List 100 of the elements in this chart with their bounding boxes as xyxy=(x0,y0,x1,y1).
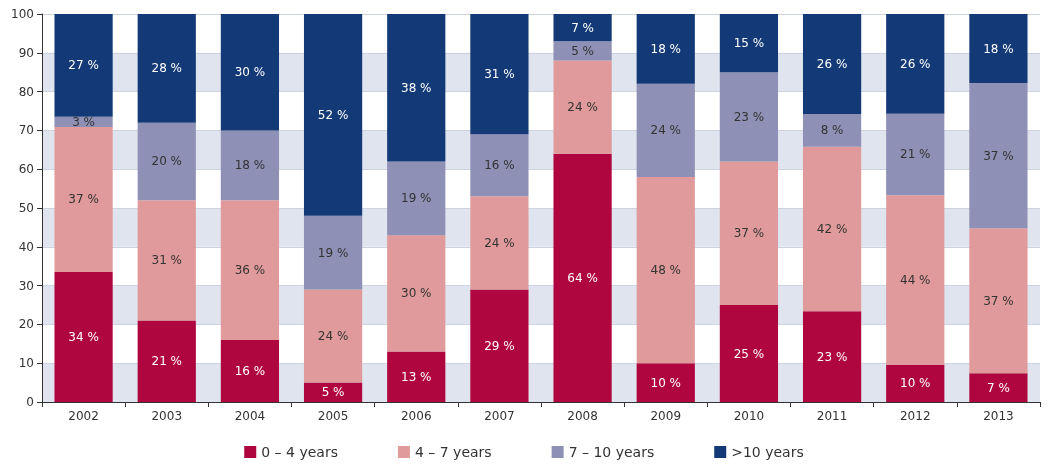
data-label: 26 % xyxy=(816,57,848,72)
bar xyxy=(220,14,280,131)
y-tick-label: 0 xyxy=(26,395,34,409)
data-label: 44 % xyxy=(900,272,931,287)
data-label: 42 % xyxy=(816,221,848,236)
bar xyxy=(220,200,280,340)
data-label: 8 % xyxy=(820,123,844,138)
x-tick-label: 2004 xyxy=(234,409,266,423)
bar xyxy=(387,161,446,236)
x-tick-label: 2005 xyxy=(317,409,349,423)
bar xyxy=(553,14,612,42)
bar xyxy=(470,134,529,197)
data-label: 25 % xyxy=(733,346,765,361)
bar xyxy=(303,289,363,383)
y-tick-label: 90 xyxy=(18,45,34,60)
data-label: 29 % xyxy=(484,338,515,353)
bar xyxy=(886,364,945,402)
data-label: 24 % xyxy=(317,329,349,344)
data-label: 37 % xyxy=(983,148,1014,163)
x-tick-label: 2013 xyxy=(983,409,1014,423)
bar xyxy=(387,14,446,162)
data-label: 5 % xyxy=(571,43,595,58)
legend-label: >10 years xyxy=(731,444,804,460)
bar xyxy=(220,130,280,201)
bar xyxy=(719,161,779,305)
y-tick-label: 50 xyxy=(18,201,34,215)
bar xyxy=(54,126,113,273)
data-label: 7 % xyxy=(986,380,1010,395)
bar xyxy=(969,373,1028,402)
data-label: 16 % xyxy=(484,158,515,173)
data-label: 37 % xyxy=(733,226,765,241)
bar xyxy=(802,14,862,115)
bar xyxy=(137,200,196,321)
bar xyxy=(470,14,529,135)
data-label: 18 % xyxy=(983,41,1014,56)
data-label: 19 % xyxy=(401,191,432,206)
bar xyxy=(470,289,529,402)
bar xyxy=(553,60,612,154)
data-label: 24 % xyxy=(567,100,598,115)
data-label: 3 % xyxy=(72,114,96,129)
x-tick-label: 2003 xyxy=(151,409,183,423)
bar xyxy=(303,215,363,290)
bar xyxy=(719,14,779,73)
bar xyxy=(802,114,862,147)
bar xyxy=(470,196,529,290)
x-tick-label: 2010 xyxy=(733,409,765,423)
data-label: 37 % xyxy=(983,293,1014,308)
x-tick-label: 2006 xyxy=(400,409,432,423)
data-label: 24 % xyxy=(650,123,681,138)
bar xyxy=(303,14,363,216)
bar xyxy=(137,14,196,123)
y-tick-label: 70 xyxy=(18,123,34,138)
data-label: 36 % xyxy=(234,263,266,278)
data-label: 13 % xyxy=(401,369,432,384)
data-label: 5 % xyxy=(321,385,345,400)
x-tick-label: 2002 xyxy=(68,409,99,423)
bar xyxy=(969,83,1028,229)
data-label: 24 % xyxy=(484,235,515,250)
x-tick-label: 2009 xyxy=(650,409,682,423)
x-tick-label: 2012 xyxy=(899,409,931,423)
bar xyxy=(636,176,695,364)
data-label: 38 % xyxy=(401,80,432,95)
data-label: 31 % xyxy=(484,67,515,82)
data-label: 15 % xyxy=(733,36,765,51)
bar xyxy=(802,311,862,402)
data-label: 23 % xyxy=(733,109,765,124)
data-label: 37 % xyxy=(68,192,99,207)
bar xyxy=(54,14,113,117)
bar xyxy=(802,146,862,312)
data-label: 30 % xyxy=(234,65,266,80)
bar xyxy=(54,272,113,402)
data-label: 16 % xyxy=(234,363,266,378)
data-label: 20 % xyxy=(151,154,182,169)
y-tick-label: 100 xyxy=(11,7,34,21)
y-tick-label: 30 xyxy=(18,278,34,293)
bar xyxy=(969,228,1028,374)
data-label: 28 % xyxy=(151,61,182,76)
y-tick-label: 20 xyxy=(18,317,34,332)
data-label: 30 % xyxy=(401,286,432,301)
data-label: 10 % xyxy=(900,376,931,391)
data-label: 31 % xyxy=(151,253,182,268)
bar xyxy=(886,113,945,196)
x-tick-label: 2007 xyxy=(484,409,515,423)
bar xyxy=(387,235,446,352)
y-tick-label: 60 xyxy=(18,162,34,177)
legend-label: 0 – 4 years xyxy=(261,444,338,460)
data-label: 10 % xyxy=(650,375,681,390)
x-tick-label: 2011 xyxy=(816,409,848,423)
bar xyxy=(553,153,612,402)
bar xyxy=(719,72,779,162)
bar xyxy=(137,320,196,402)
bar xyxy=(636,83,695,177)
bar xyxy=(969,14,1028,84)
data-label: 64 % xyxy=(567,270,598,285)
legend-label: 4 – 7 years xyxy=(414,444,492,460)
bar xyxy=(719,305,779,402)
bar xyxy=(220,339,280,402)
data-label: 48 % xyxy=(650,263,681,278)
data-label: 23 % xyxy=(816,349,848,364)
data-label: 34 % xyxy=(68,330,99,345)
